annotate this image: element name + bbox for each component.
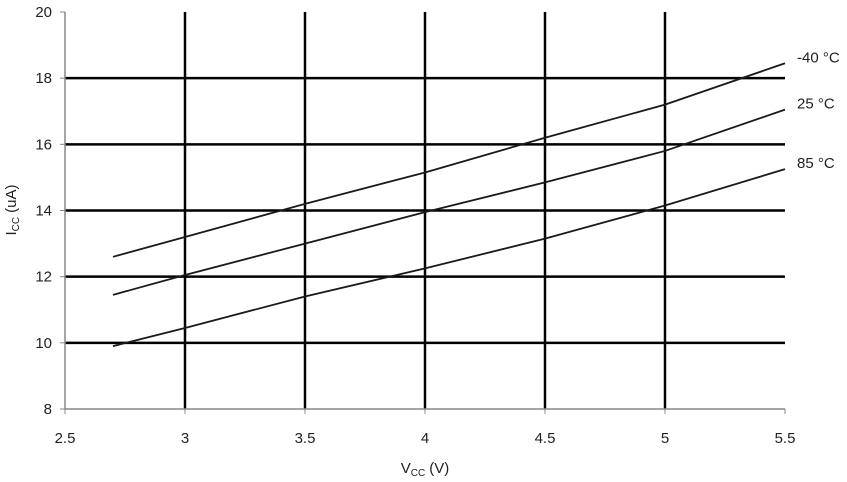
y-tick-label: 14 [35, 203, 52, 220]
y-tick-label: 18 [35, 70, 52, 87]
series-label: 25 °C [797, 96, 835, 113]
series-label: 85 °C [797, 155, 835, 172]
x-tick-label: 4 [421, 430, 429, 447]
series-label: -40 °C [797, 49, 840, 66]
x-label-unit: (V) [429, 460, 449, 477]
series-line [112, 62, 786, 258]
y-tick-label: 20 [35, 4, 52, 21]
y-label-subscript: CC [11, 217, 22, 231]
y-tick-label: 16 [35, 136, 52, 153]
x-axis-label: VCC (V) [401, 460, 449, 479]
x-tick-label: 2.5 [55, 430, 76, 447]
x-label-symbol: V [401, 460, 411, 477]
y-label-symbol: I [3, 231, 20, 235]
series-line [112, 108, 786, 296]
x-tick-label: 3.5 [295, 430, 316, 447]
series-line [112, 168, 786, 348]
x-tick-label: 3 [181, 430, 189, 447]
x-label-subscript: CC [411, 468, 425, 479]
y-tick-label: 10 [35, 335, 52, 352]
y-axis-label: ICC (uA) [3, 185, 22, 236]
x-tick-label: 5.5 [775, 430, 796, 447]
x-tick-label: 4.5 [535, 430, 556, 447]
x-tick-label: 5 [661, 430, 669, 447]
y-label-unit: (uA) [3, 185, 20, 213]
y-tick-label: 12 [35, 269, 52, 286]
y-tick-label: 8 [44, 401, 52, 418]
